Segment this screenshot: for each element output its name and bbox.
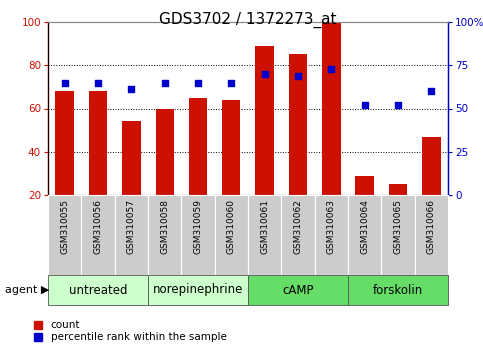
Text: norepinephrine: norepinephrine [153, 284, 243, 297]
Bar [148, 275, 248, 305]
Bar [382, 195, 415, 275]
Point [194, 80, 202, 85]
Bar [122, 121, 141, 195]
Bar [248, 275, 348, 305]
Text: GSM310065: GSM310065 [394, 199, 402, 254]
Text: cAMP: cAMP [282, 284, 314, 297]
Point [427, 88, 435, 94]
Text: GSM310064: GSM310064 [360, 199, 369, 254]
Legend: count, percentile rank within the sample: count, percentile rank within the sample [34, 320, 227, 342]
Text: GDS3702 / 1372273_at: GDS3702 / 1372273_at [159, 12, 337, 28]
Text: forskolin: forskolin [373, 284, 423, 297]
Point [94, 80, 102, 85]
Bar [214, 195, 248, 275]
Bar [289, 55, 307, 195]
Bar [355, 176, 374, 195]
Point [161, 80, 169, 85]
Bar [114, 195, 148, 275]
Bar [281, 195, 314, 275]
Point [327, 66, 335, 72]
Text: GSM310063: GSM310063 [327, 199, 336, 254]
Bar [422, 137, 440, 195]
Text: untreated: untreated [69, 284, 127, 297]
Point [61, 80, 69, 85]
Bar [48, 275, 148, 305]
Text: GSM310057: GSM310057 [127, 199, 136, 254]
Bar [81, 195, 114, 275]
Bar [56, 91, 74, 195]
Bar [348, 195, 382, 275]
Point [361, 102, 369, 108]
Bar [48, 195, 81, 275]
Point [294, 73, 302, 79]
Bar [314, 195, 348, 275]
Text: GSM310062: GSM310062 [294, 199, 302, 254]
Bar [322, 22, 341, 195]
Point [128, 87, 135, 92]
Bar [181, 195, 214, 275]
Point [227, 80, 235, 85]
Text: GSM310058: GSM310058 [160, 199, 169, 254]
Point [394, 102, 402, 108]
Text: GSM310061: GSM310061 [260, 199, 269, 254]
Bar [248, 195, 281, 275]
Text: agent ▶: agent ▶ [5, 285, 49, 295]
Bar [348, 275, 448, 305]
Bar [415, 195, 448, 275]
Text: GSM310066: GSM310066 [427, 199, 436, 254]
Bar [389, 184, 407, 195]
Bar [222, 100, 241, 195]
Point [261, 71, 269, 77]
Text: GSM310055: GSM310055 [60, 199, 69, 254]
Bar [148, 195, 181, 275]
Text: GSM310060: GSM310060 [227, 199, 236, 254]
Bar [156, 108, 174, 195]
Text: GSM310056: GSM310056 [94, 199, 102, 254]
Text: GSM310059: GSM310059 [194, 199, 202, 254]
Bar [189, 98, 207, 195]
Bar [89, 91, 107, 195]
Bar [256, 46, 274, 195]
